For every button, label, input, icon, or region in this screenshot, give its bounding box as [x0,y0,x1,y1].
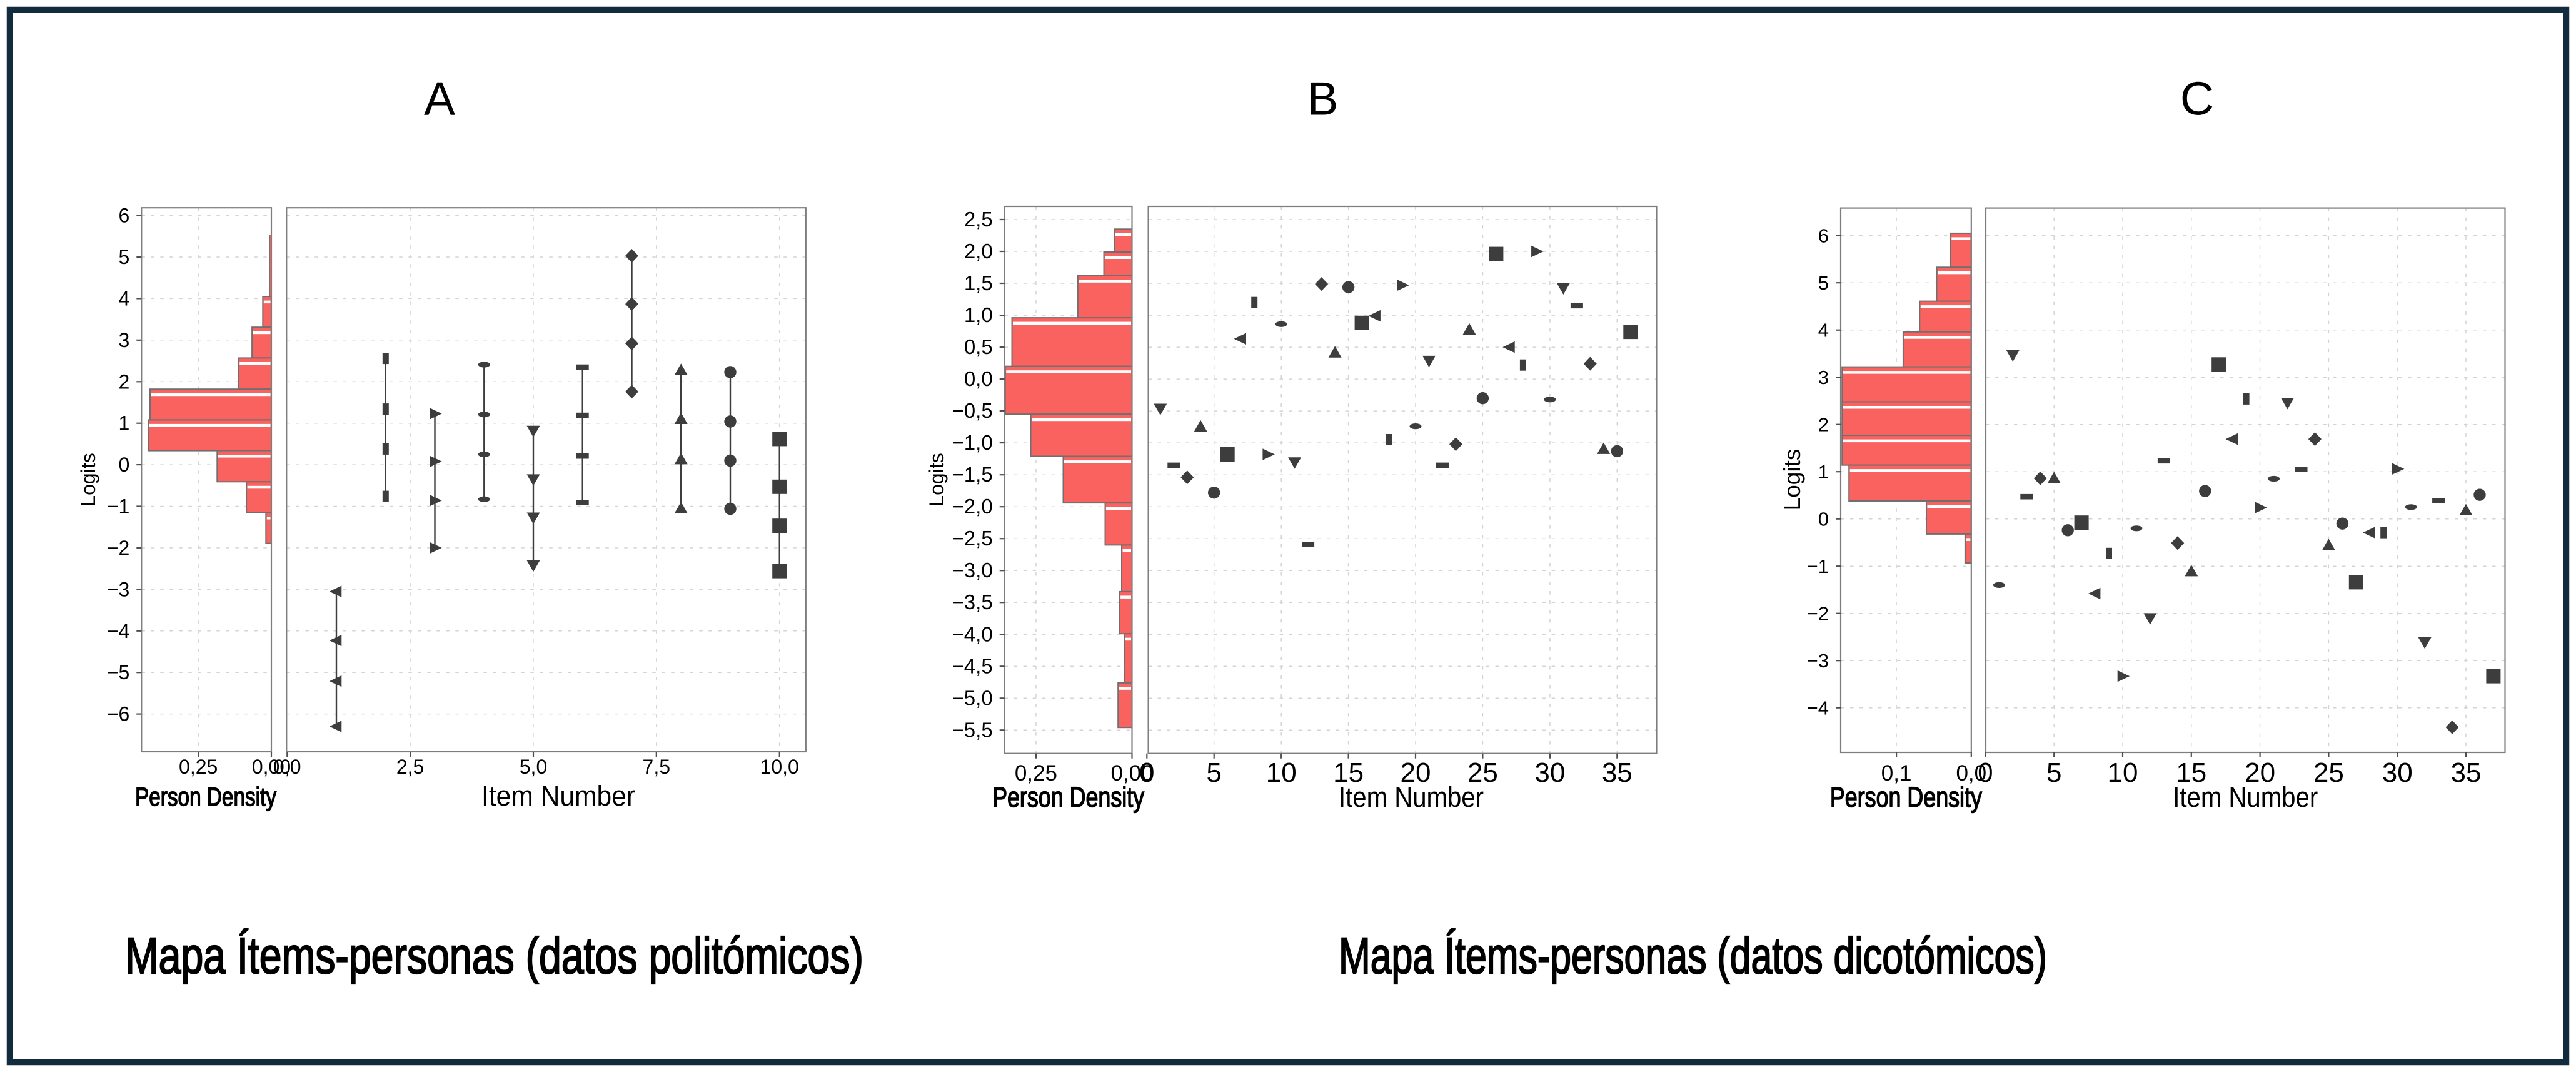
svg-text:2: 2 [1818,414,1829,436]
svg-text:7,5: 7,5 [643,756,670,778]
svg-text:25: 25 [1467,757,1498,788]
svg-text:−2: −2 [1807,603,1829,625]
svg-text:0,25: 0,25 [1015,761,1057,786]
svg-text:30: 30 [1534,757,1565,788]
svg-text:1: 1 [119,412,130,435]
svg-text:1: 1 [1818,461,1829,483]
svg-text:5: 5 [2046,757,2061,788]
svg-text:−5,0: −5,0 [952,686,993,709]
svg-text:−2,0: −2,0 [952,495,993,518]
svg-text:10,0: 10,0 [760,756,799,778]
svg-text:5: 5 [1818,272,1829,294]
svg-text:−6: −6 [107,703,129,726]
svg-text:Logits: Logits [1779,449,1805,511]
svg-text:0,0: 0,0 [964,367,993,390]
svg-text:0,00: 0,00 [1110,761,1153,786]
svg-text:30: 30 [2382,757,2413,788]
svg-text:−2: −2 [107,537,129,559]
svg-text:20: 20 [1401,757,1431,788]
svg-text:−3,5: −3,5 [952,590,993,614]
svg-text:5: 5 [119,246,130,268]
svg-text:−5,5: −5,5 [952,718,993,741]
svg-text:5: 5 [1206,757,1221,788]
svg-text:0,0: 0,0 [273,756,301,778]
svg-text:0,5: 0,5 [964,335,993,358]
svg-text:35: 35 [1602,757,1633,788]
svg-text:15: 15 [1333,757,1364,788]
svg-text:10: 10 [1266,757,1297,788]
svg-text:−1: −1 [1807,555,1829,577]
svg-text:−0,5: −0,5 [952,399,993,422]
svg-text:Mapa Ítems-personas (datos dic: Mapa Ítems-personas (datos dicotómicos) [1339,928,2047,984]
svg-text:5,0: 5,0 [520,756,547,778]
svg-text:1,0: 1,0 [964,303,993,326]
svg-text:−4,0: −4,0 [952,622,993,645]
svg-text:2: 2 [119,370,130,393]
svg-text:Item Number: Item Number [1339,781,1484,813]
svg-text:0,25: 0,25 [179,756,218,778]
svg-text:6: 6 [1818,225,1829,247]
svg-text:6: 6 [119,205,130,227]
svg-text:−1,5: −1,5 [952,463,993,486]
svg-text:−3: −3 [107,578,129,600]
svg-text:1,5: 1,5 [964,271,993,295]
svg-text:0: 0 [1978,757,1993,788]
svg-text:−3,0: −3,0 [952,559,993,582]
svg-text:−3: −3 [1807,650,1829,672]
svg-text:2,0: 2,0 [964,240,993,263]
svg-text:4: 4 [119,287,130,310]
svg-text:10: 10 [2108,757,2138,788]
svg-text:Item Number: Item Number [2173,781,2318,813]
svg-text:0,0: 0,0 [1956,761,1986,786]
svg-text:0,00: 0,00 [252,756,291,778]
svg-text:Logits: Logits [77,453,99,506]
svg-text:0,1: 0,1 [1881,761,1912,786]
svg-text:0: 0 [1139,757,1154,788]
svg-text:0: 0 [1818,508,1829,530]
svg-text:3: 3 [119,329,130,351]
svg-text:0: 0 [119,453,130,476]
svg-text:Person Density: Person Density [992,781,1144,813]
svg-text:25: 25 [2313,757,2344,788]
svg-text:Logits: Logits [925,453,948,506]
svg-text:−2,5: −2,5 [952,527,993,550]
svg-text:−4: −4 [1807,697,1829,719]
svg-text:B: B [1307,72,1338,124]
svg-text:Item Number: Item Number [481,780,635,812]
svg-text:−4: −4 [107,620,129,642]
svg-text:Mapa Ítems-personas (datos pol: Mapa Ítems-personas (datos politómicos) [125,928,863,984]
svg-text:35: 35 [2451,757,2482,788]
svg-text:2,5: 2,5 [396,756,424,778]
svg-text:3: 3 [1818,367,1829,388]
svg-text:C: C [2180,72,2214,124]
svg-text:A: A [424,72,455,124]
svg-text:2,5: 2,5 [964,208,993,231]
svg-text:−5: −5 [107,661,129,684]
svg-text:−4,5: −4,5 [952,654,993,677]
svg-text:Person Density: Person Density [1830,781,1982,813]
svg-text:20: 20 [2245,757,2275,788]
svg-text:15: 15 [2176,757,2206,788]
svg-text:4: 4 [1818,320,1829,341]
svg-text:−1,0: −1,0 [952,431,993,454]
svg-text:−1: −1 [107,495,129,518]
svg-text:Person Density: Person Density [135,782,276,811]
